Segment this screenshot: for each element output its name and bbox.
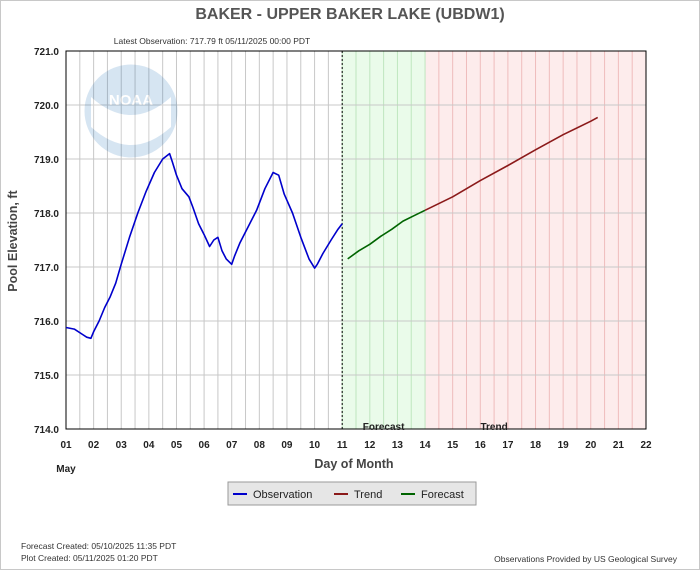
- x-tick-label: 06: [199, 440, 211, 451]
- y-tick-label: 717.0: [34, 263, 59, 274]
- grid-lines: [65, 50, 647, 430]
- x-tick-label: 05: [171, 440, 183, 451]
- x-tick-label: 07: [226, 440, 238, 451]
- plot-area-border: [65, 50, 647, 430]
- y-tick-label: 719.0: [34, 155, 59, 166]
- y-tick-label: 720.0: [34, 101, 59, 112]
- series-line-trend: [424, 116, 599, 212]
- x-tick-label: 21: [613, 440, 625, 451]
- noaa-logo: NOAA: [84, 64, 178, 158]
- series-line-forecast: [347, 209, 426, 260]
- chart-title: BAKER - UPPER BAKER LAKE (UBDW1): [195, 6, 504, 23]
- forecast-created-text: Forecast Created: 05/10/2025 11:35 PDT: [21, 541, 176, 551]
- x-tick-label: 04: [143, 440, 155, 451]
- x-axis-month-label: May: [56, 464, 76, 475]
- legend-item-forecast: Forecast: [401, 489, 464, 501]
- x-tick-label: 18: [530, 440, 542, 451]
- y-tick-label: 714.0: [34, 425, 59, 436]
- x-axis-tick-labels: 01 02 03 04 05 06 07 08 09 10 11 12 13 14 15 16 17 18 19 20…: [60, 440, 652, 451]
- plot-created-text: Plot Created: 05/11/2025 01:20 PDT: [21, 553, 158, 563]
- y-tick-label: 721.0: [34, 47, 59, 58]
- legend-label-observation: Observation: [253, 489, 312, 501]
- forecast-region-label: Forecast: [363, 422, 405, 433]
- x-tick-label: 22: [640, 440, 652, 451]
- x-tick-label: 11: [337, 440, 348, 451]
- y-tick-label: 718.0: [34, 209, 59, 220]
- y-axis-title: Pool Elevation, ft: [6, 189, 20, 291]
- x-tick-label: 17: [502, 440, 514, 451]
- legend-label-forecast: Forecast: [421, 489, 464, 501]
- x-tick-label: 15: [447, 440, 459, 451]
- x-tick-label: 02: [88, 440, 100, 451]
- x-tick-label: 08: [254, 440, 266, 451]
- y-tick-label: 715.0: [34, 371, 59, 382]
- x-tick-label: 14: [419, 440, 431, 451]
- x-tick-label: 09: [281, 440, 293, 451]
- x-tick-label: 20: [585, 440, 597, 451]
- noaa-logo-text: NOAA: [109, 92, 153, 109]
- x-tick-label: 10: [309, 440, 321, 451]
- series-layer: [65, 116, 599, 340]
- x-tick-label: 13: [392, 440, 404, 451]
- latest-observation-text: Latest Observation: 717.79 ft 05/11/2025…: [114, 36, 310, 46]
- x-tick-label: 12: [364, 440, 376, 451]
- x-axis-title: Day of Month: [314, 457, 393, 471]
- legend: Observation Trend Forecast: [227, 481, 477, 506]
- trend-region-label: Trend: [480, 422, 507, 433]
- x-tick-label: 16: [475, 440, 487, 451]
- y-axis-tick-labels: 714.0 715.0 716.0 717.0 718.0 719.0 720.0 721.0: [34, 47, 59, 436]
- legend-label-trend: Trend: [354, 489, 382, 501]
- legend-item-trend: Trend: [334, 489, 382, 501]
- x-tick-label: 01: [60, 440, 72, 451]
- x-tick-label: 03: [116, 440, 128, 451]
- series-line-observation: [65, 152, 343, 340]
- legend-item-observation: Observation: [233, 489, 312, 501]
- x-tick-label: 19: [558, 440, 570, 451]
- y-tick-label: 716.0: [34, 317, 59, 328]
- legend-box: [227, 481, 477, 506]
- data-credit-text: Observations Provided by US Geological S…: [494, 554, 678, 564]
